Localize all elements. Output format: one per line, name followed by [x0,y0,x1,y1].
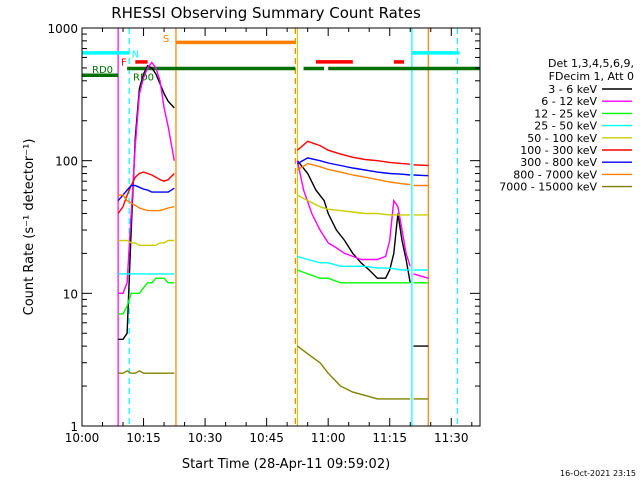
x-tick-label-5: 11:15 [372,431,407,445]
series-line-7 [118,162,429,212]
y-tick-label-1: 10 [63,287,78,301]
flag-bars [82,40,480,78]
y-tick-label-2: 100 [55,155,78,169]
flag-label-4: RD0 [133,73,154,84]
vertical-markers [117,28,459,426]
legend-label-0: 3 - 6 keV [548,83,597,96]
legend-label-8: 7000 - 15000 keV [499,181,597,194]
series-line-4 [118,194,429,246]
legend-header-0: Det 1,3,4,5,6,9, [548,57,634,70]
flag-label-1: S [163,34,169,45]
flag-label-2: F [121,57,127,68]
plot-frame [81,27,481,427]
footer-timestamp: 16-Oct-2021 23:15 [560,469,636,478]
flag-label-3: RD0 [92,65,113,76]
legend-label-5: 100 - 300 keV [520,144,597,157]
series-line-5 [117,140,429,214]
x-tick-label-4: 11:00 [311,431,346,445]
legend-label-1: 6 - 12 keV [541,95,597,108]
series-line-6 [117,157,429,202]
x-tick-label-3: 10:45 [249,431,284,445]
series-lines [117,61,429,400]
legend-label-6: 300 - 800 keV [520,156,597,169]
series-line-3 [118,255,429,275]
x-tick-label-2: 10:30 [188,431,223,445]
legend: Det 1,3,4,5,6,9,FDecim 1, Att 03 - 6 keV… [499,57,634,194]
legend-label-7: 800 - 7000 keV [513,168,597,181]
legend-header-1: FDecim 1, Att 0 [549,70,634,83]
x-tick-label-1: 10:15 [126,431,161,445]
y-tick-label-0: 1 [70,420,78,434]
axes: 10:00 10:15 10:30 10:45 11:00 11:15 11:30 1 10 10… [47,22,480,445]
legend-label-4: 50 - 100 keV [527,132,597,145]
series-line-2 [118,269,429,315]
x-tick-label-6: 11:30 [434,431,469,445]
flag-labels: N S F RD0 RD0 [92,34,169,84]
chart-title: RHESSI Observing Summary Count Rates [111,4,421,22]
legend-label-2: 12 - 25 keV [534,107,597,120]
x-tick-label-0: 10:00 [65,431,100,445]
series-line-1 [118,61,429,294]
series-line-8 [118,345,429,400]
legend-label-3: 25 - 50 keV [534,120,597,133]
flag-label-0: N [132,50,139,61]
y-tick-label-3: 1000 [47,22,78,36]
x-axis-label: Start Time (28-Apr-11 09:59:02) [182,457,390,472]
y-axis-label: Count Rate (s⁻¹ detector⁻¹) [22,139,37,316]
